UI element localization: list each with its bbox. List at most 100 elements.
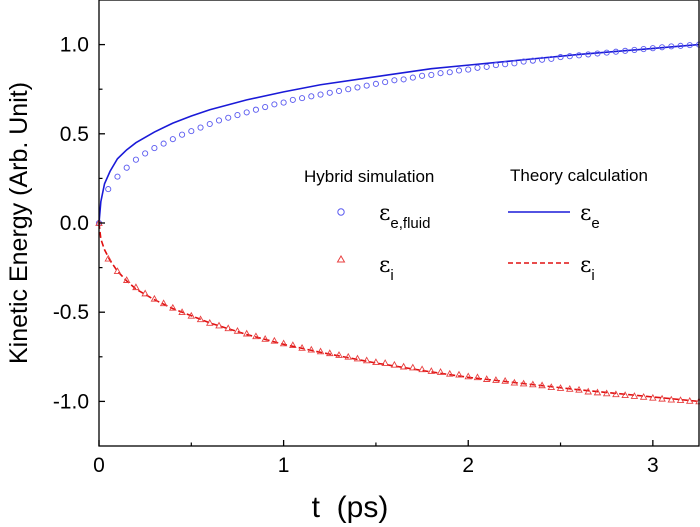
data-point-circle <box>142 150 149 157</box>
y-tick-label: -1.0 <box>53 390 89 413</box>
data-point-triangle <box>344 352 352 360</box>
legend-title-hybrid: Hybrid simulation <box>304 167 434 186</box>
data-point-triangle <box>141 289 149 297</box>
series-line-solid <box>98 43 700 224</box>
legend-title-theory: Theory calculation <box>510 166 648 185</box>
data-point-circle <box>575 52 583 59</box>
data-point-triangle <box>298 343 306 351</box>
data-point-circle <box>649 45 656 52</box>
data-point-triangle <box>316 347 325 355</box>
data-point-triangle <box>566 384 574 392</box>
data-point-triangle <box>242 329 251 337</box>
data-point-triangle <box>196 315 205 323</box>
legend-symbol: ε <box>580 253 591 278</box>
x-axis-title: t (ps) <box>312 491 389 524</box>
data-point-circle <box>391 77 398 84</box>
data-point-circle <box>326 89 333 96</box>
data-point-circle <box>483 63 490 70</box>
legend-symbol: ε <box>580 201 591 226</box>
data-point-triangle <box>510 378 519 386</box>
data-point-circle <box>234 112 241 119</box>
data-point-triangle <box>547 383 556 390</box>
plot-marks <box>95 41 700 405</box>
data-point-circle <box>188 128 195 135</box>
data-point-circle <box>539 56 546 63</box>
data-point-circle <box>529 57 536 64</box>
data-point-circle <box>631 46 638 54</box>
data-point-triangle <box>224 324 232 332</box>
data-point-circle <box>132 156 139 163</box>
data-point-circle <box>354 84 361 91</box>
series-line-dashed <box>98 222 700 403</box>
data-point-circle <box>419 72 426 79</box>
data-point-circle <box>114 173 121 180</box>
data-point-triangle <box>279 339 288 347</box>
x-tick-label: 2 <box>462 454 474 477</box>
data-point-triangle <box>427 367 436 374</box>
data-point-triangle <box>326 349 334 357</box>
data-point-circle <box>105 186 112 193</box>
data-point-circle <box>400 76 407 83</box>
data-point-circle <box>548 55 555 62</box>
data-point-circle <box>437 70 444 77</box>
data-point-triangle <box>639 393 648 400</box>
data-point-triangle <box>270 336 279 344</box>
data-point-circle <box>566 53 573 60</box>
data-point-circle <box>160 140 167 147</box>
data-point-triangle <box>519 379 528 387</box>
data-point-circle <box>511 60 518 67</box>
data-point-circle <box>677 42 684 49</box>
data-point-circle <box>262 103 269 111</box>
data-point-triangle <box>104 254 112 262</box>
legend-marker-circle <box>337 208 345 216</box>
data-point-triangle <box>584 387 592 395</box>
data-point-triangle <box>676 396 685 404</box>
data-point-circle <box>612 48 619 55</box>
data-point-triangle <box>593 388 602 396</box>
legend-subscript: e <box>591 215 599 232</box>
data-point-triangle <box>206 318 214 326</box>
data-point-triangle <box>159 299 168 307</box>
data-point-triangle <box>252 332 260 340</box>
data-point-triangle <box>538 381 546 389</box>
data-point-circle <box>271 101 278 108</box>
y-axis-title: Kinetic Energy (Arb. Unit) <box>5 82 33 364</box>
data-point-circle <box>428 71 435 78</box>
data-point-triangle <box>233 327 242 334</box>
data-point-circle <box>308 93 315 100</box>
data-point-circle <box>243 109 250 116</box>
data-point-triangle <box>399 362 408 370</box>
data-point-circle <box>686 42 693 49</box>
data-point-circle <box>280 99 287 106</box>
data-point-circle <box>465 66 472 73</box>
data-point-circle <box>123 164 130 171</box>
data-point-triangle <box>492 376 500 383</box>
data-point-circle <box>640 46 647 53</box>
axes: 0 1 2 3 -1.0 -0.5 0.0 0.5 1.0 <box>53 34 659 477</box>
data-point-circle <box>151 145 158 152</box>
data-point-triangle <box>122 276 131 283</box>
data-point-triangle <box>418 365 426 373</box>
data-point-circle <box>668 43 675 50</box>
data-point-circle <box>317 91 324 98</box>
legend-label-e-fluid: εe,fluid <box>379 201 430 232</box>
data-point-circle <box>382 79 389 86</box>
x-tick-label: 1 <box>278 454 290 477</box>
data-point-triangle <box>169 303 177 311</box>
legend: Hybrid simulation Theory calculation εe,… <box>304 166 648 284</box>
x-tick-label: 3 <box>647 454 659 477</box>
data-point-triangle <box>187 311 196 319</box>
data-point-circle <box>446 69 453 76</box>
legend-marker-triangle <box>336 255 346 263</box>
data-point-circle <box>372 80 379 87</box>
legend-subscript: i <box>591 267 594 284</box>
data-point-triangle <box>575 385 583 393</box>
data-point-triangle <box>686 396 694 404</box>
data-point-triangle <box>390 360 399 368</box>
data-point-circle <box>179 131 186 138</box>
legend-symbol: ε <box>379 253 390 278</box>
data-point-triangle <box>556 384 565 391</box>
data-point-triangle <box>132 283 140 291</box>
legend-subscript: i <box>390 267 393 284</box>
data-point-triangle <box>446 369 454 377</box>
